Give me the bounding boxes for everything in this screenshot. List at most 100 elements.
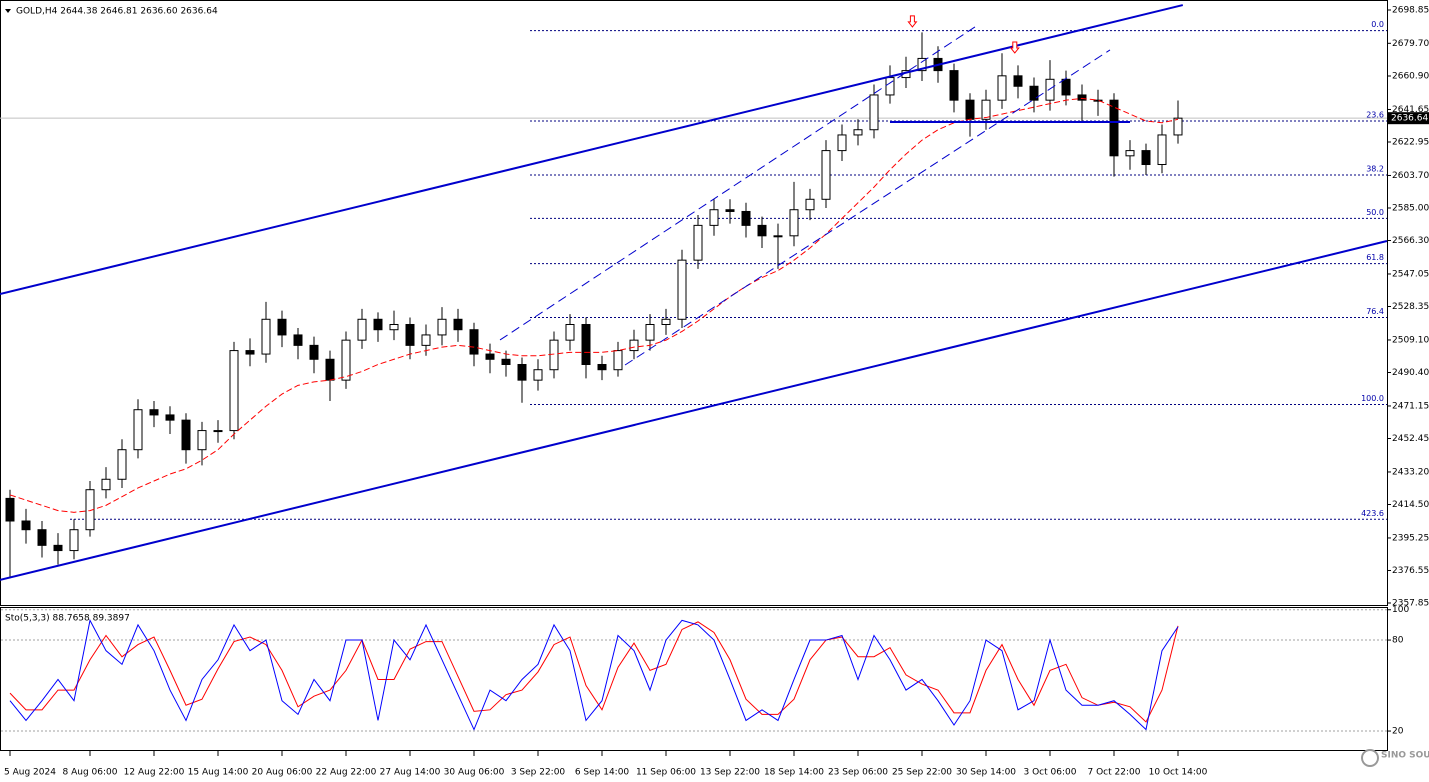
candle-body	[133, 409, 143, 451]
x-tick-label: 7 Oct 22:00	[1088, 768, 1141, 778]
candle-body	[293, 334, 303, 346]
y-tick-label: 2357.85	[1392, 599, 1429, 609]
candle-body	[613, 350, 623, 371]
candle-body	[965, 99, 975, 120]
candle-body	[21, 520, 31, 531]
candle-body	[789, 209, 799, 237]
candle-body	[245, 350, 255, 355]
candle-body	[325, 358, 335, 381]
candle-body	[373, 318, 383, 331]
candle-body	[117, 449, 127, 480]
candle-body	[341, 339, 351, 381]
candle-body	[869, 94, 879, 131]
x-tick-label: 25 Sep 22:00	[892, 768, 952, 778]
menu-triangle	[5, 9, 11, 13]
x-tick-label: 18 Sep 14:00	[764, 768, 824, 778]
last-price-label: 2636.64	[1391, 114, 1428, 124]
x-tick-label: 22 Aug 22:00	[316, 768, 377, 778]
candle-body	[309, 344, 319, 360]
candle-body	[677, 259, 687, 320]
y-tick-label: 100	[1392, 605, 1409, 615]
fib-label: 61.8	[1366, 253, 1384, 262]
y-tick-label: 20	[1392, 727, 1404, 737]
candle-body	[741, 210, 751, 226]
candle-body	[37, 529, 47, 546]
candle-body	[1125, 150, 1135, 157]
y-tick-label: 2452.45	[1392, 434, 1429, 444]
candle-body	[661, 318, 671, 325]
candle-body	[469, 329, 479, 355]
candle-body	[725, 209, 735, 212]
candle-body	[181, 419, 191, 451]
candle-body	[1045, 78, 1055, 101]
candle-body	[821, 150, 831, 200]
candle-body	[261, 318, 271, 355]
y-tick-label: 80	[1392, 636, 1404, 646]
candle-body	[597, 363, 607, 371]
candle-body	[949, 70, 959, 101]
candle-body	[1173, 117, 1183, 136]
candle-body	[405, 323, 415, 346]
y-tick-label: 2660.90	[1392, 71, 1429, 81]
x-tick-label: 23 Sep 06:00	[828, 768, 888, 778]
candle-body	[885, 77, 895, 96]
trendline	[499, 26, 976, 341]
candle-body	[837, 134, 847, 152]
candle-body	[437, 318, 447, 336]
candle-body	[501, 358, 511, 365]
candle-body	[101, 478, 111, 491]
y-tick-label: 2622.95	[1392, 137, 1429, 147]
candle-body	[1061, 78, 1071, 96]
y-tick-label: 2641.65	[1392, 105, 1429, 115]
candle-body	[981, 99, 991, 120]
candle-body	[805, 198, 815, 211]
y-tick-label: 2566.30	[1392, 236, 1429, 246]
x-tick-label: 8 Aug 06:00	[63, 768, 118, 778]
candle-body	[229, 350, 239, 432]
y-tick-label: 2603.70	[1392, 171, 1429, 181]
candle-body	[485, 353, 495, 360]
x-tick-label: 27 Aug 14:00	[380, 768, 441, 778]
candle-body	[53, 544, 63, 552]
y-tick-label: 2585.00	[1392, 203, 1429, 213]
candle-body	[917, 57, 927, 72]
candle-body	[1077, 94, 1087, 101]
chart-title: GOLD,H4 2644.38 2646.81 2636.60 2636.64	[16, 7, 218, 17]
last-price-box	[1388, 112, 1429, 125]
x-tick-label: 12 Aug 22:00	[124, 768, 185, 778]
candle-body	[5, 497, 15, 522]
candle-body	[1013, 75, 1023, 87]
candle-body	[645, 323, 655, 341]
candle-body	[629, 339, 639, 352]
candle-body	[549, 339, 559, 371]
candle-body	[1093, 99, 1103, 102]
candle-body	[453, 318, 463, 331]
candle-body	[213, 430, 223, 433]
candle-body	[517, 363, 527, 381]
x-tick-label: 15 Aug 14:00	[188, 768, 249, 778]
y-tick-label: 2414.50	[1392, 500, 1429, 510]
x-tick-label: 5 Aug 2024	[4, 768, 56, 778]
watermark-logo	[1361, 749, 1379, 767]
fib-label: 76.4	[1366, 307, 1384, 316]
y-tick-label: 2679.70	[1392, 39, 1429, 49]
x-tick-label: 13 Sep 22:00	[700, 768, 760, 778]
fib-label: 0.0	[1371, 20, 1384, 29]
stoch-line	[9, 621, 1179, 723]
candle-body	[149, 409, 159, 416]
watermark: SINO SOUND	[1381, 751, 1429, 761]
candle-body	[1109, 99, 1119, 157]
candle-body	[693, 224, 703, 261]
fib-label: 423.6	[1361, 509, 1384, 518]
y-tick-label: 2547.05	[1392, 269, 1429, 279]
candle-body	[997, 75, 1007, 101]
x-tick-label: 3 Oct 06:00	[1024, 768, 1077, 778]
candle-body	[709, 209, 719, 226]
y-tick-label: 2376.55	[1392, 566, 1429, 576]
candle-body	[277, 318, 287, 336]
fib-label: 50.0	[1366, 208, 1384, 217]
y-tick-label: 2471.15	[1392, 401, 1429, 411]
candle-body	[757, 224, 767, 237]
x-tick-label: 10 Oct 14:00	[1149, 768, 1208, 778]
candle-body	[69, 529, 79, 552]
